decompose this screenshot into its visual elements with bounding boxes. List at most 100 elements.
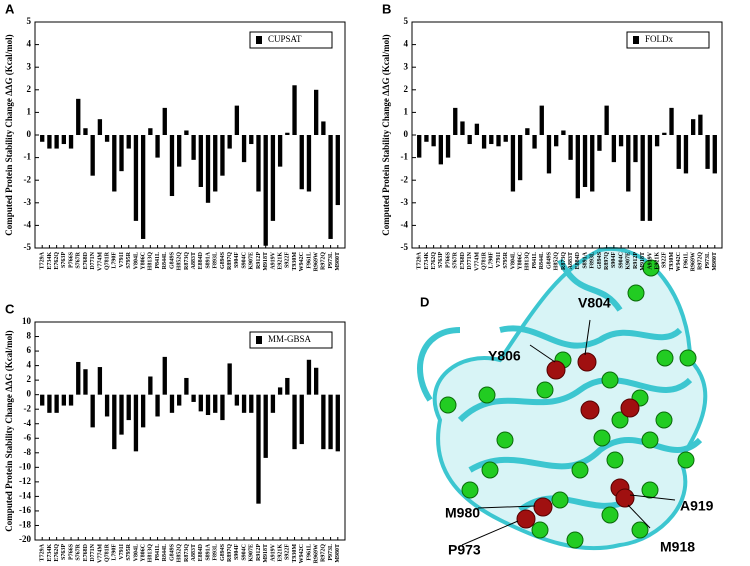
x-tick-label: E921K [277, 544, 283, 562]
bar [285, 377, 290, 395]
x-tick-label: H813Q [525, 252, 531, 271]
bar [68, 135, 74, 149]
y-tick-label: 4 [27, 360, 32, 370]
bar [460, 121, 465, 135]
bar [647, 135, 653, 221]
x-tick-label: L790F [112, 252, 118, 269]
y-tick-label: -4 [24, 219, 32, 229]
residue-label: A919 [680, 498, 714, 514]
y-tick-label: 1 [404, 106, 409, 116]
bar [227, 363, 232, 395]
x-tick-label: G894S [597, 251, 603, 269]
x-tick-label: V774M [97, 252, 103, 271]
x-tick-label: S922F [285, 252, 291, 268]
x-tick-label: S922F [285, 544, 291, 560]
bar [321, 394, 326, 450]
x-tick-label: E884D [198, 543, 204, 561]
x-tick-label: E734K [47, 544, 53, 562]
residue-label: M980 [445, 505, 480, 521]
x-tick-label: A883T [191, 252, 197, 269]
x-tick-label: T930M [292, 252, 298, 271]
bar [698, 114, 703, 135]
bar [177, 135, 182, 167]
x-tick-label: W942C [299, 252, 305, 271]
x-tick-label: S904F [234, 252, 240, 268]
bar [220, 135, 225, 176]
plot-frame [34, 21, 346, 249]
y-axis-label: Computed Protein Stability Change ΔΔG (K… [381, 34, 391, 235]
x-tick-label: R897Q [604, 252, 610, 270]
bar [554, 135, 559, 147]
x-tick-label: E768D [460, 251, 466, 269]
legend-swatch [256, 36, 262, 44]
x-tick-label: P973L [328, 544, 334, 561]
y-tick-label: 2 [404, 84, 409, 94]
legend-box [249, 331, 333, 349]
bar [532, 135, 537, 149]
x-tick-label: Y806C [518, 252, 524, 270]
bar [155, 394, 160, 417]
bar [133, 135, 139, 221]
y-tick-label: -1 [24, 152, 32, 162]
bar [561, 130, 566, 135]
bar [249, 135, 254, 145]
bar [604, 105, 609, 135]
bar [133, 394, 139, 452]
y-tick-label: 4 [27, 39, 32, 49]
bar [61, 394, 66, 406]
residue-label: M918 [660, 539, 695, 555]
bar [234, 394, 240, 406]
y-tick-label: 0 [27, 389, 32, 399]
x-tick-label: Y806C [141, 544, 147, 562]
residue-label: P973 [448, 542, 481, 558]
bar [431, 135, 436, 147]
y-tick-label: -5 [401, 242, 409, 252]
bar [277, 387, 283, 395]
x-tick-label: R969W [691, 252, 697, 271]
y-tick-label: -1 [401, 152, 409, 162]
bar [191, 135, 196, 160]
x-tick-label: F961L [306, 544, 312, 561]
bar [54, 394, 59, 413]
bar [539, 105, 544, 135]
x-tick-label: V804L [133, 544, 139, 561]
x-tick-label: V774M [97, 544, 103, 563]
x-tick-label: R873Q [184, 252, 190, 270]
bar [54, 135, 59, 149]
x-tick-label: M918T [263, 544, 269, 563]
x-tick-label: P973L [328, 252, 334, 269]
bar [640, 135, 645, 221]
y-tick-label: -8 [24, 447, 32, 457]
bar [285, 132, 290, 135]
bar [328, 394, 333, 450]
bar [241, 135, 247, 163]
bar [263, 135, 268, 246]
bar [112, 394, 117, 450]
bar [510, 135, 516, 192]
bar [321, 121, 326, 135]
y-tick-label: 4 [404, 39, 409, 49]
bar [198, 135, 203, 187]
y-tick-label: 2 [27, 84, 32, 94]
x-tick-label: G894S [220, 543, 226, 561]
y-tick-label: 0 [27, 129, 32, 139]
x-tick-label: R897Q [227, 544, 233, 562]
bar [314, 367, 319, 395]
x-tick-label: S904C [241, 544, 247, 561]
bar [575, 135, 580, 199]
bar [76, 361, 81, 395]
red-spheres [516, 352, 640, 529]
green-spheres [439, 259, 697, 549]
x-tick-label: K907E [626, 252, 632, 270]
y-tick-label: 0 [404, 129, 409, 139]
x-tick-label: V791I [496, 251, 502, 267]
charts: A Computed Protein Stability Change ΔΔG (… [4, 1, 723, 563]
x-tick-label: R912P [256, 544, 262, 561]
bar [112, 135, 117, 192]
x-tick-label: S767R [76, 251, 82, 268]
y-axis-label: Computed Protein Stability Change ΔΔG (K… [4, 34, 14, 235]
panel-label: C [5, 301, 15, 316]
x-tick-label: R873Q [561, 252, 567, 270]
x-tick-label: S795R [126, 543, 132, 560]
bar [148, 376, 153, 395]
